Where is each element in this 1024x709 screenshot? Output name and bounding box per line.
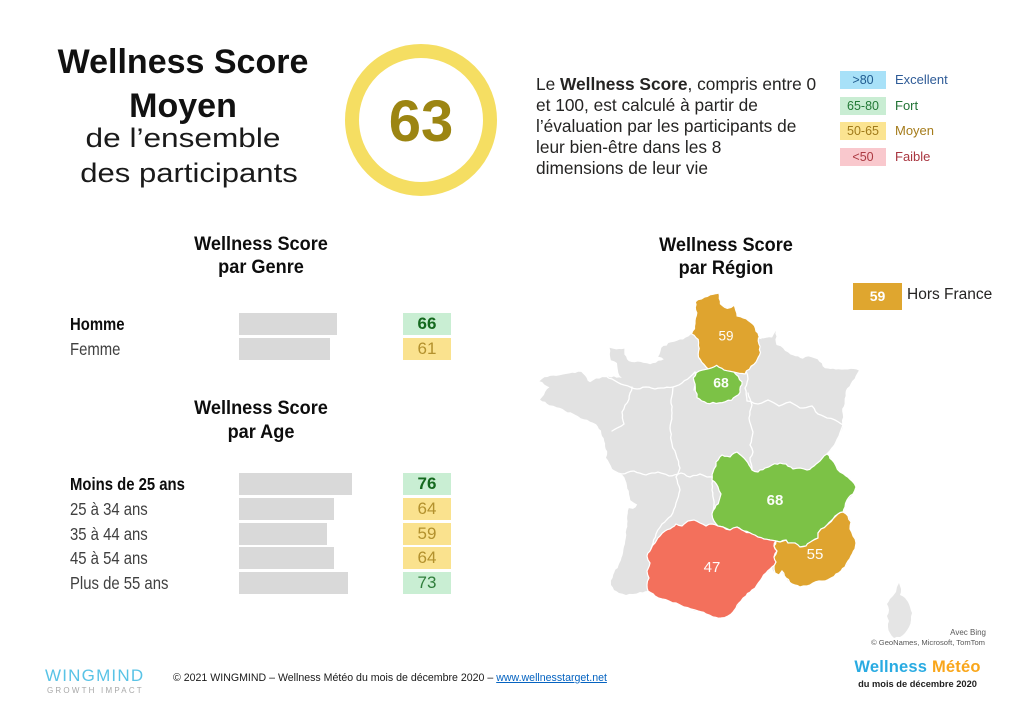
svg-text:68: 68: [713, 375, 729, 391]
svg-text:59: 59: [718, 329, 733, 344]
svg-text:68: 68: [767, 492, 784, 509]
svg-text:55: 55: [807, 546, 824, 563]
svg-text:47: 47: [704, 559, 721, 576]
svg-text:63: 63: [389, 89, 454, 154]
